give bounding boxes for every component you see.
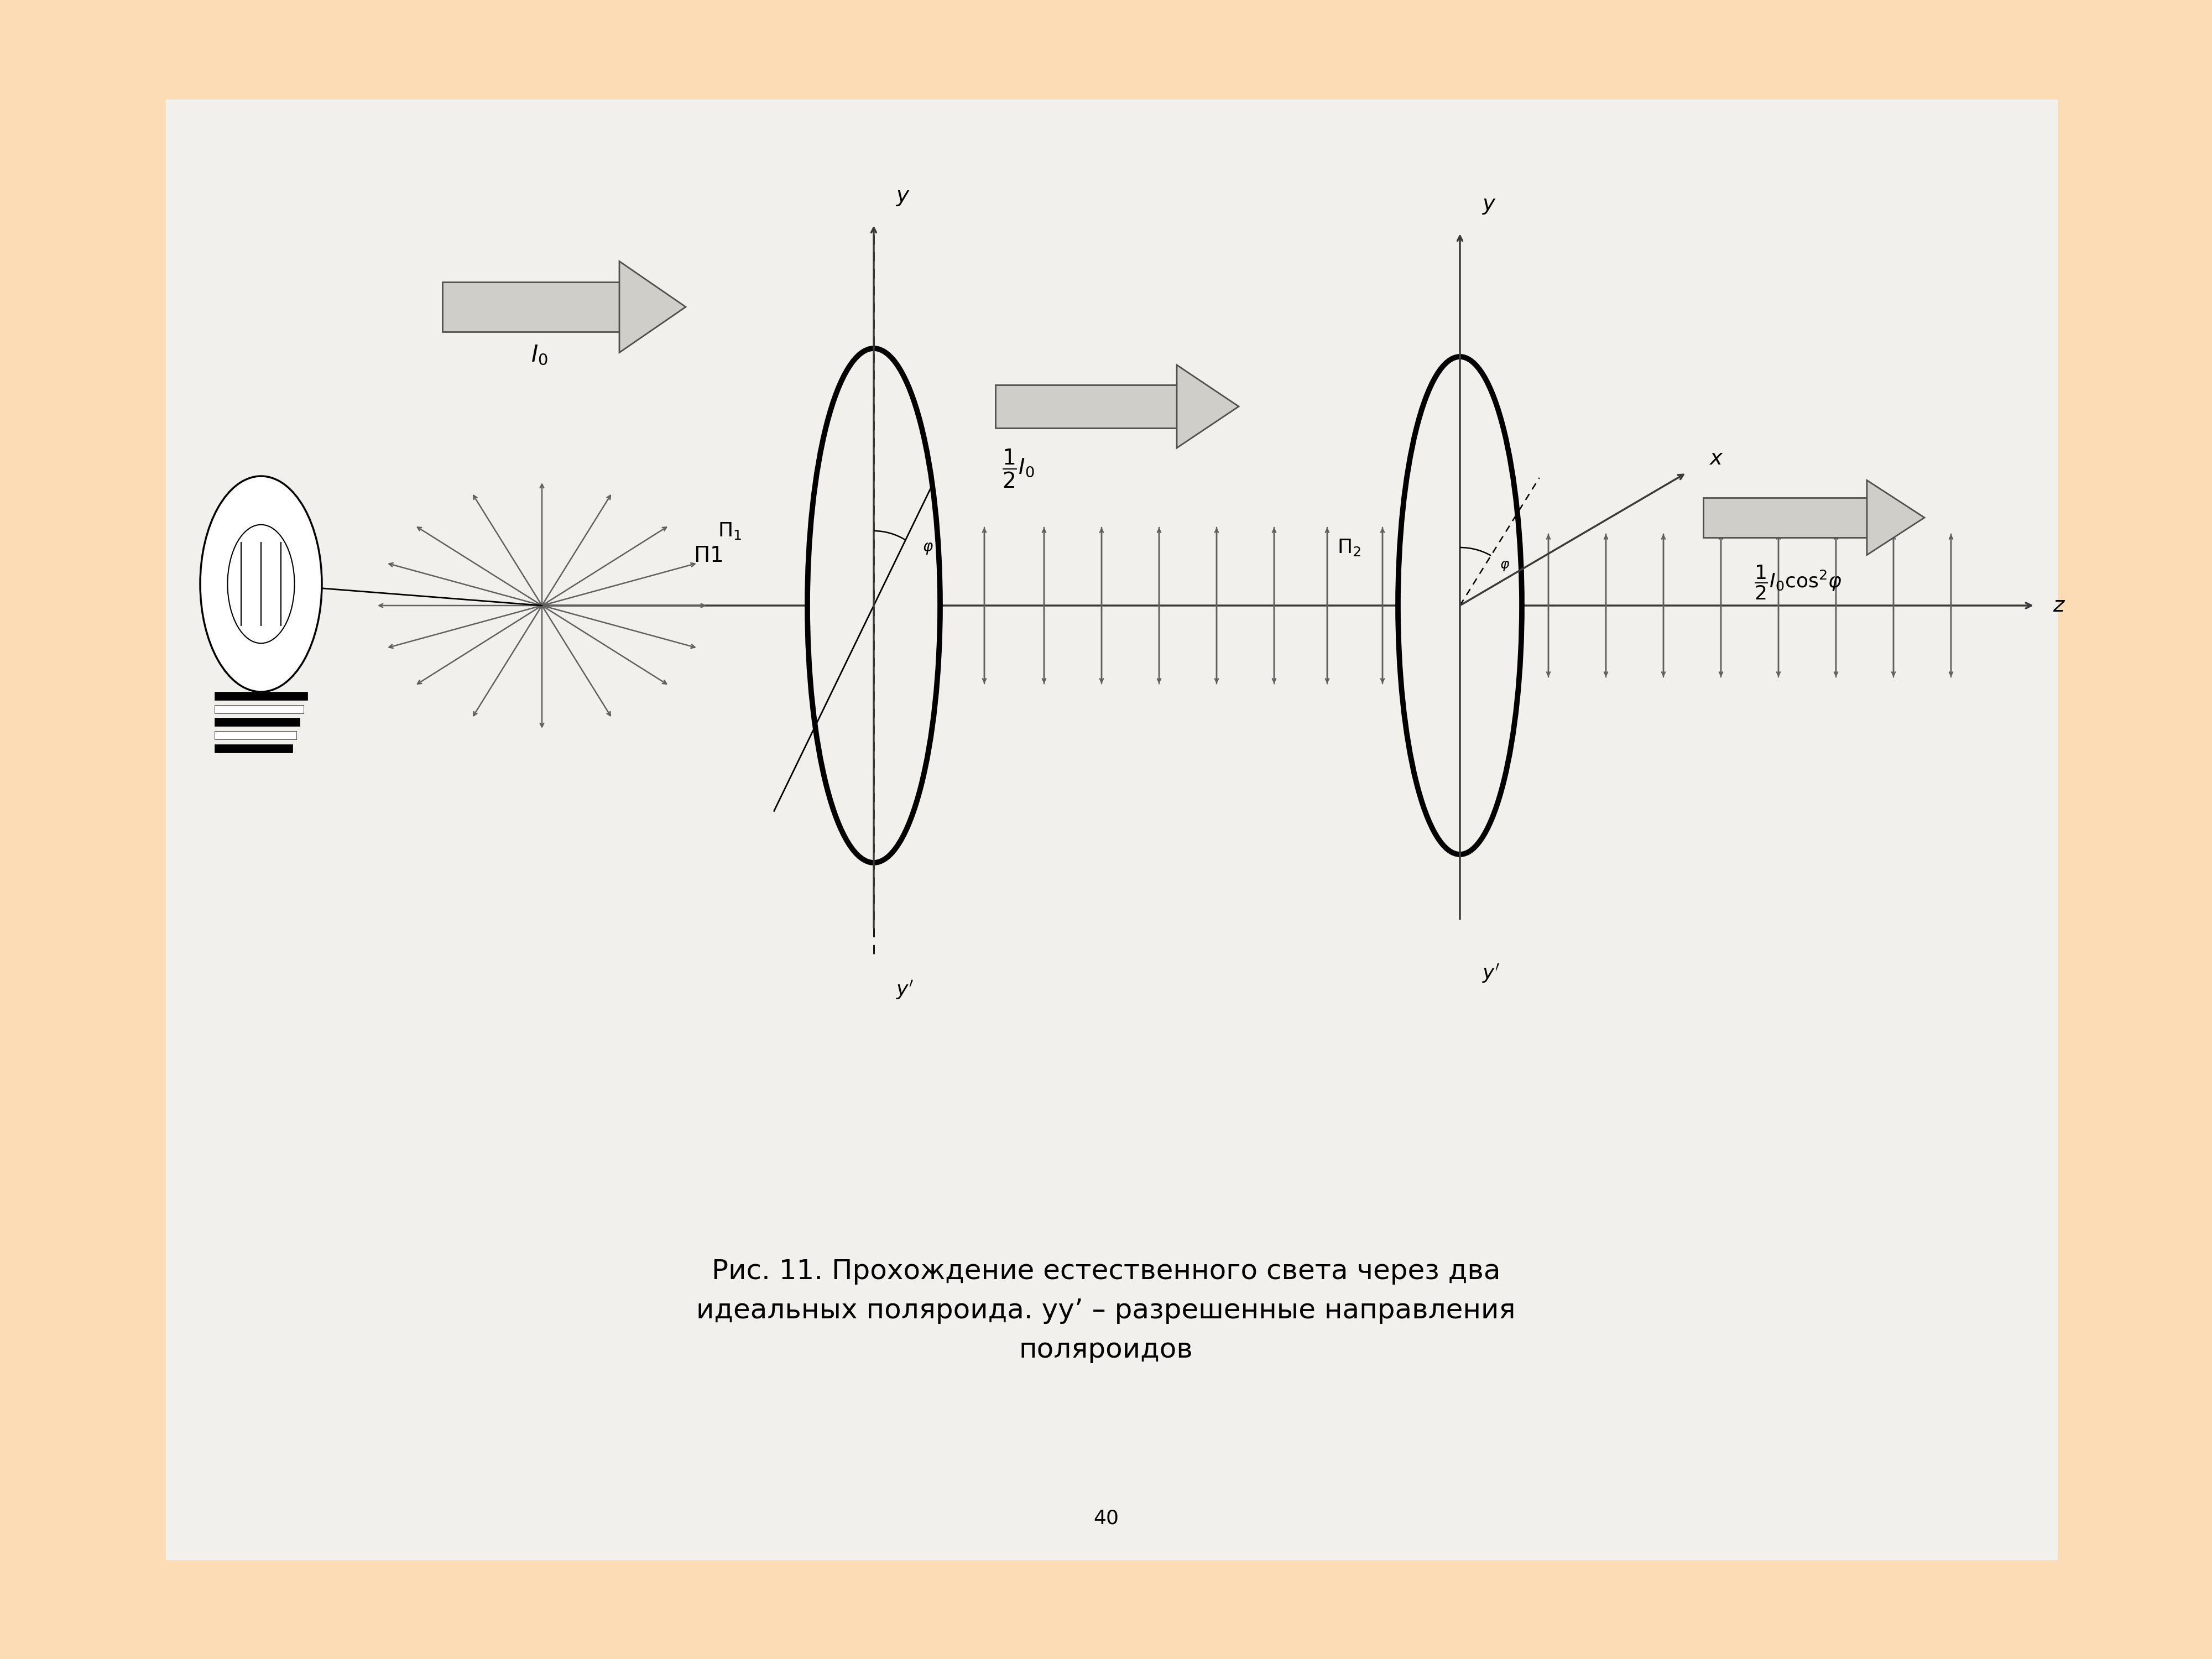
Text: $y'$: $y'$ bbox=[1482, 962, 1500, 984]
Polygon shape bbox=[995, 385, 1177, 428]
Text: $y'$: $y'$ bbox=[896, 979, 914, 1000]
Bar bbox=[215, 705, 303, 713]
Polygon shape bbox=[1177, 365, 1239, 448]
Ellipse shape bbox=[228, 524, 294, 644]
Text: $\varphi$: $\varphi$ bbox=[1500, 559, 1511, 572]
Text: $\Pi_2$: $\Pi_2$ bbox=[1338, 538, 1360, 557]
Text: $x$: $x$ bbox=[1708, 448, 1723, 469]
Text: $\varphi$: $\varphi$ bbox=[922, 541, 933, 556]
Text: $I_0$: $I_0$ bbox=[531, 343, 549, 367]
Bar bbox=[215, 692, 307, 700]
Text: $\dfrac{1}{2}I_0$: $\dfrac{1}{2}I_0$ bbox=[1002, 448, 1035, 489]
Text: $y$: $y$ bbox=[896, 186, 911, 207]
Polygon shape bbox=[1867, 481, 1924, 554]
Text: $\dfrac{1}{2}I_0\cos^2\!\varphi$: $\dfrac{1}{2}I_0\cos^2\!\varphi$ bbox=[1754, 564, 1843, 601]
Text: $Π1$: $Π1$ bbox=[692, 546, 723, 566]
Bar bbox=[215, 745, 292, 753]
Ellipse shape bbox=[807, 348, 940, 863]
Text: $z$: $z$ bbox=[2053, 596, 2066, 615]
Text: Рис. 11. Прохождение естественного света через два
идеальных поляроида. yy’ – ра: Рис. 11. Прохождение естественного света… bbox=[697, 1258, 1515, 1364]
Text: $\Pi_1$: $\Pi_1$ bbox=[719, 521, 741, 541]
Bar bbox=[166, 100, 2057, 1559]
Text: $y$: $y$ bbox=[1482, 194, 1498, 216]
Text: 40: 40 bbox=[1093, 1508, 1119, 1528]
Ellipse shape bbox=[199, 476, 323, 692]
Polygon shape bbox=[442, 282, 619, 332]
Ellipse shape bbox=[1398, 357, 1522, 854]
Bar bbox=[215, 718, 301, 727]
Bar bbox=[215, 732, 296, 740]
Polygon shape bbox=[1703, 498, 1867, 538]
Polygon shape bbox=[619, 262, 686, 353]
